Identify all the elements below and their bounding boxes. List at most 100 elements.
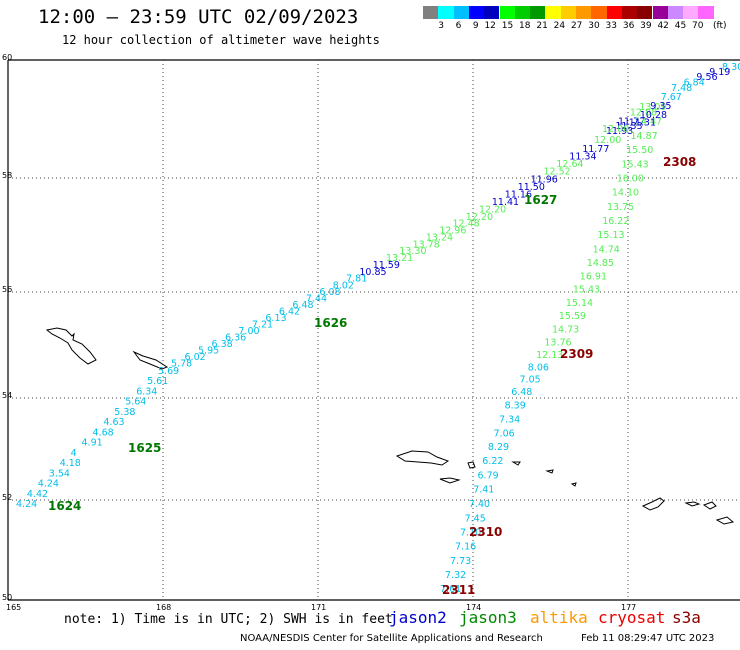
scale-swatch [637, 6, 653, 19]
scale-label: 24 [553, 21, 566, 31]
wave-height-label: 12.20 [479, 205, 506, 216]
scale-label: 3 [438, 21, 444, 31]
lon-tick-label: 165 [6, 603, 21, 612]
island-rat-east [641, 497, 665, 511]
satellite-legend-cryosat: cryosat [598, 608, 666, 627]
pass-time-label: 1625 [128, 441, 161, 455]
wave-height-label: 10.28 [640, 110, 667, 121]
scale-label: 42 [657, 21, 669, 31]
wave-height-label: 7.34 [499, 414, 520, 425]
scale-swatch [514, 6, 531, 19]
wave-height-label: 5.64 [125, 397, 146, 408]
wave-height-label: 6.34 [136, 386, 157, 397]
wave-height-label: 15.43 [573, 285, 600, 296]
scale-swatch [530, 6, 546, 19]
wave-height-label: 11.93 [606, 126, 633, 137]
wave-height-label: 11.50 [518, 182, 545, 193]
scale-swatch [652, 6, 668, 19]
wave-height-label: 15.13 [597, 230, 624, 241]
scale-swatch [621, 6, 638, 19]
wave-height-label: 14.47 [635, 117, 662, 128]
wave-height-label: 13.30 [399, 246, 426, 257]
wave-height-label: 4 [71, 448, 77, 459]
scale-label: 9 [472, 21, 479, 31]
pass-time-label: 1627 [524, 193, 557, 207]
island-kiska [439, 477, 461, 484]
lat-tick-label: 56 [2, 285, 12, 294]
lat-tick-label: 50 [2, 593, 12, 602]
pass-time-label: 2308 [663, 155, 696, 169]
scale-label: 12 [484, 21, 496, 31]
scale-label: 30 [588, 21, 600, 31]
wave-height-label: 11.41 [492, 197, 519, 208]
wave-height-label: 11.34 [569, 152, 596, 163]
lon-tick-label: 174 [466, 603, 481, 612]
pass-time-label: 1624 [48, 499, 81, 513]
wave-height-label: 7.61 [440, 584, 461, 595]
scale-label: 15 [501, 21, 514, 31]
wave-height-label: 9.19 [709, 67, 730, 78]
wave-height-label: 6.02 [185, 352, 206, 363]
wave-height-label: 11.77 [582, 144, 609, 155]
pass-time-label: 1626 [314, 316, 347, 330]
lon-tick-label: 171 [311, 603, 326, 612]
satellite-legend-s3a: s3a [672, 608, 701, 627]
lat-tick-label: 60 [2, 53, 12, 62]
wave-height-label: 5.95 [198, 346, 219, 357]
scale-swatch [560, 6, 576, 19]
track-a-wave-heights: 4.244.424.243.544.1844.914.684.635.385.6… [16, 102, 667, 595]
wave-height-label: 5.78 [171, 359, 192, 370]
wave-height-label: 15.59 [559, 311, 586, 322]
wave-height-label: 12.20 [466, 212, 493, 223]
wave-height-label: 14.87 [631, 131, 658, 142]
map-subtitle: 12 hour collection of altimeter wave hei… [62, 33, 380, 47]
wave-height-label: 7.81 [346, 274, 367, 285]
wave-height-label: 4.24 [38, 479, 59, 490]
island-amchitka [395, 450, 450, 466]
wave-height-label: 4.18 [60, 458, 81, 469]
scale-label: 45 [674, 21, 687, 31]
island-small-3 [545, 469, 554, 474]
wave-height-label: 6.36 [225, 333, 246, 344]
wave-height-label: 10.85 [359, 267, 386, 278]
wave-height-label: 16.22 [602, 216, 629, 227]
satellite-legend-jason2: jason2 [389, 608, 447, 627]
wave-height-label: 12.13 [536, 350, 563, 361]
scale-swatch [667, 6, 684, 19]
wave-height-label: 16.00 [617, 174, 644, 185]
wave-height-label: 7.48 [671, 83, 692, 94]
wave-height-label: 13.76 [544, 337, 571, 348]
wave-height-label: 14.74 [593, 244, 620, 255]
wave-height-label: 15.50 [626, 145, 653, 156]
wave-height-label: 13.09 [639, 102, 666, 113]
wave-height-label: 8.06 [528, 362, 549, 373]
island-attu [45, 327, 97, 365]
lat-tick-label: 54 [2, 391, 12, 400]
scale-label: 27 [570, 21, 583, 31]
wave-height-label: 7.73 [450, 556, 471, 567]
generated-timestamp: Feb 11 08:29:47 UTC 2023 [581, 633, 715, 644]
wave-height-label: 5.61 [147, 376, 168, 387]
wave-height-label: 3.54 [49, 468, 70, 479]
wave-height-label: 7.05 [520, 375, 541, 386]
wave-height-label: 6.42 [279, 307, 300, 318]
island-small-2 [511, 461, 521, 466]
wave-height-label: 11.31 [629, 118, 656, 129]
scale-label: 21 [536, 21, 548, 31]
coastlines [45, 327, 735, 525]
lon-tick-label: 168 [156, 603, 171, 612]
wave-height-label: 11.77 [618, 117, 645, 128]
scale-swatch [576, 6, 592, 19]
wave-height-label: 4.63 [103, 417, 124, 428]
wave-height-label: 7.32 [445, 570, 466, 581]
scale-label: 70 [692, 21, 704, 31]
wave-height-label: 7.16 [455, 542, 476, 553]
pass-time-label: 2311 [442, 583, 475, 597]
wave-height-label: 6.79 [478, 470, 499, 481]
satellite-legend-altika: altika [530, 608, 588, 627]
wave-height-label: 14.73 [552, 324, 579, 335]
wave-height-label: 13.78 [413, 239, 440, 250]
wave-height-label: 7.00 [238, 326, 259, 337]
wave-height-label: 8.29 [488, 442, 509, 453]
pass-time-label: 2309 [560, 347, 593, 361]
